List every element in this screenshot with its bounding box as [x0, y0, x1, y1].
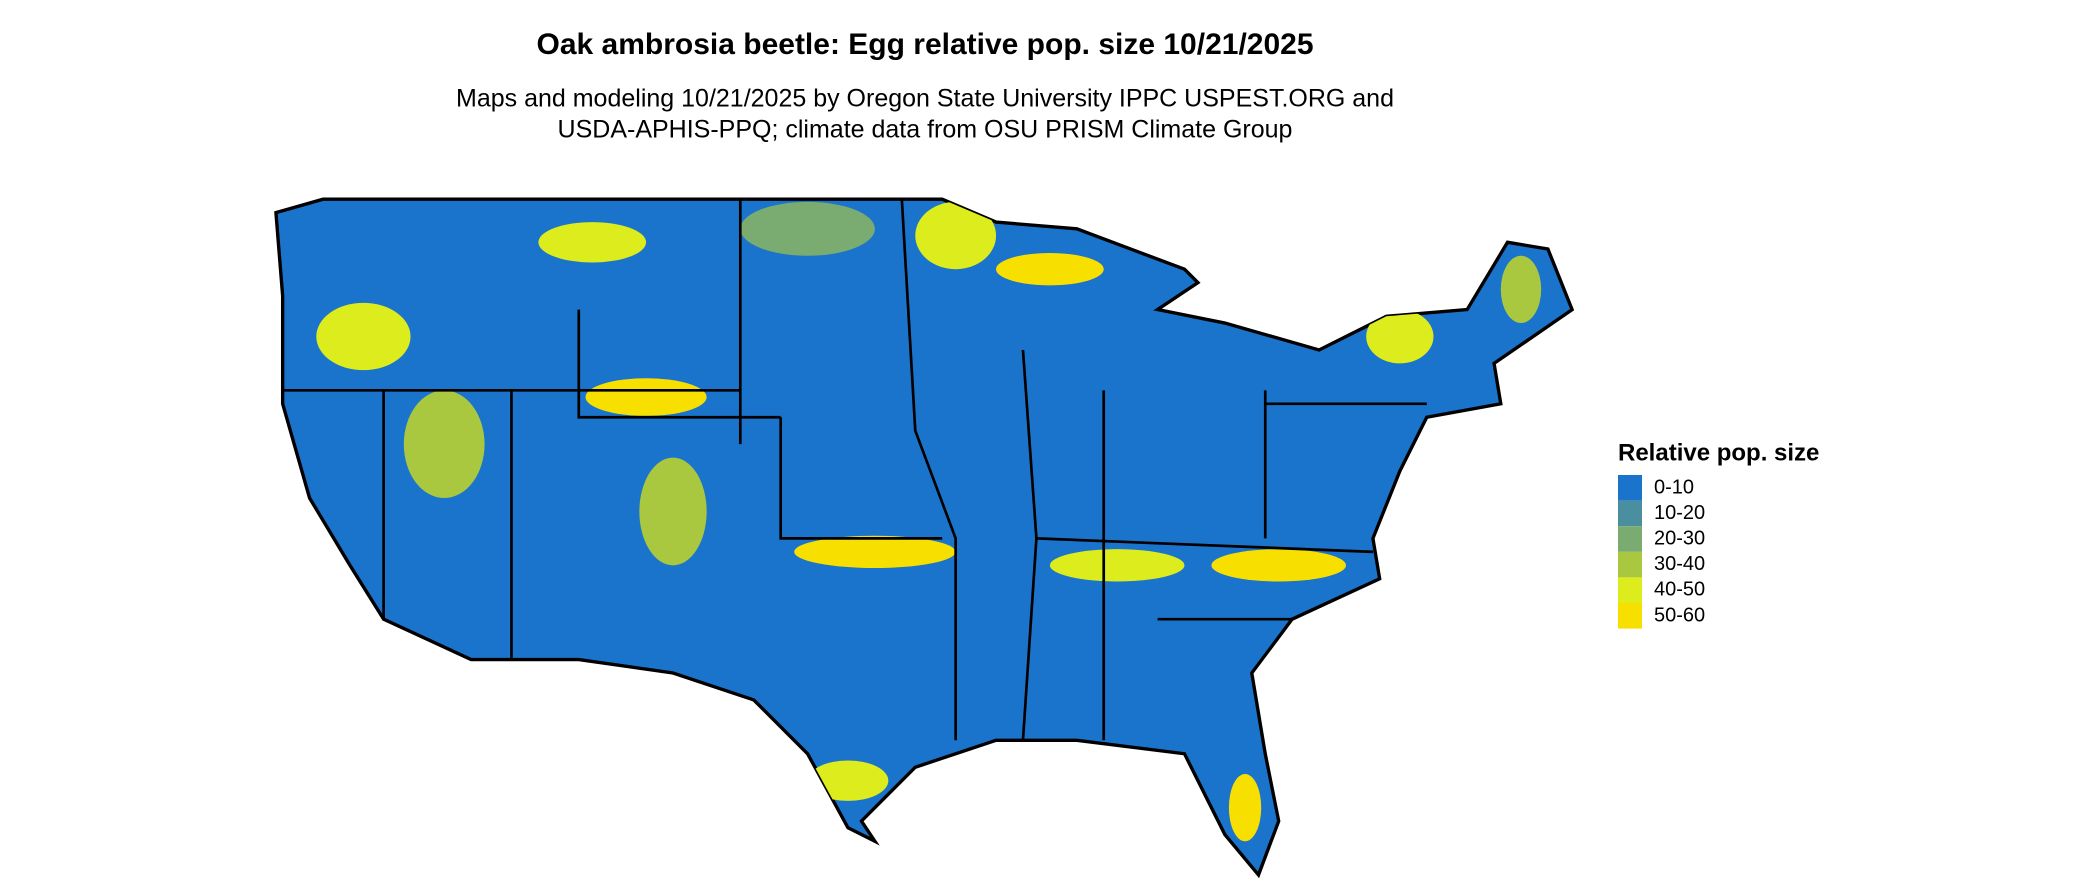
- subtitle-line: Maps and modeling 10/21/2025 by Oregon S…: [456, 85, 1394, 113]
- legend-label: 20-30: [1654, 527, 1705, 549]
- legend-swatch: [1618, 526, 1642, 552]
- hotspots: [316, 201, 1542, 842]
- subtitle-line: USDA-APHIS-PPQ; climate data from OSU PR…: [558, 116, 1293, 144]
- legend-label: 50-60: [1654, 604, 1705, 626]
- legend: 0-10 10-20 20-30 30-40 40-50 50-60: [1618, 475, 1705, 629]
- legend-label: 40-50: [1654, 579, 1705, 601]
- legend-swatch: [1618, 500, 1642, 527]
- legend-label: 30-40: [1654, 553, 1705, 575]
- legend-swatch: [1618, 475, 1642, 501]
- legend-swatch: [1618, 551, 1642, 578]
- us-outline: [274, 197, 1575, 879]
- legend-swatch: [1618, 603, 1642, 629]
- state-borders: [282, 199, 1427, 741]
- legend-label: 10-20: [1654, 502, 1705, 524]
- us-map: [274, 197, 1575, 879]
- legend-title: Relative pop. size: [1618, 439, 1819, 466]
- title: Oak ambrosia beetle: Egg relative pop. s…: [536, 28, 1313, 61]
- legend-swatch: [1618, 577, 1642, 603]
- legend-label: 0-10: [1654, 476, 1694, 498]
